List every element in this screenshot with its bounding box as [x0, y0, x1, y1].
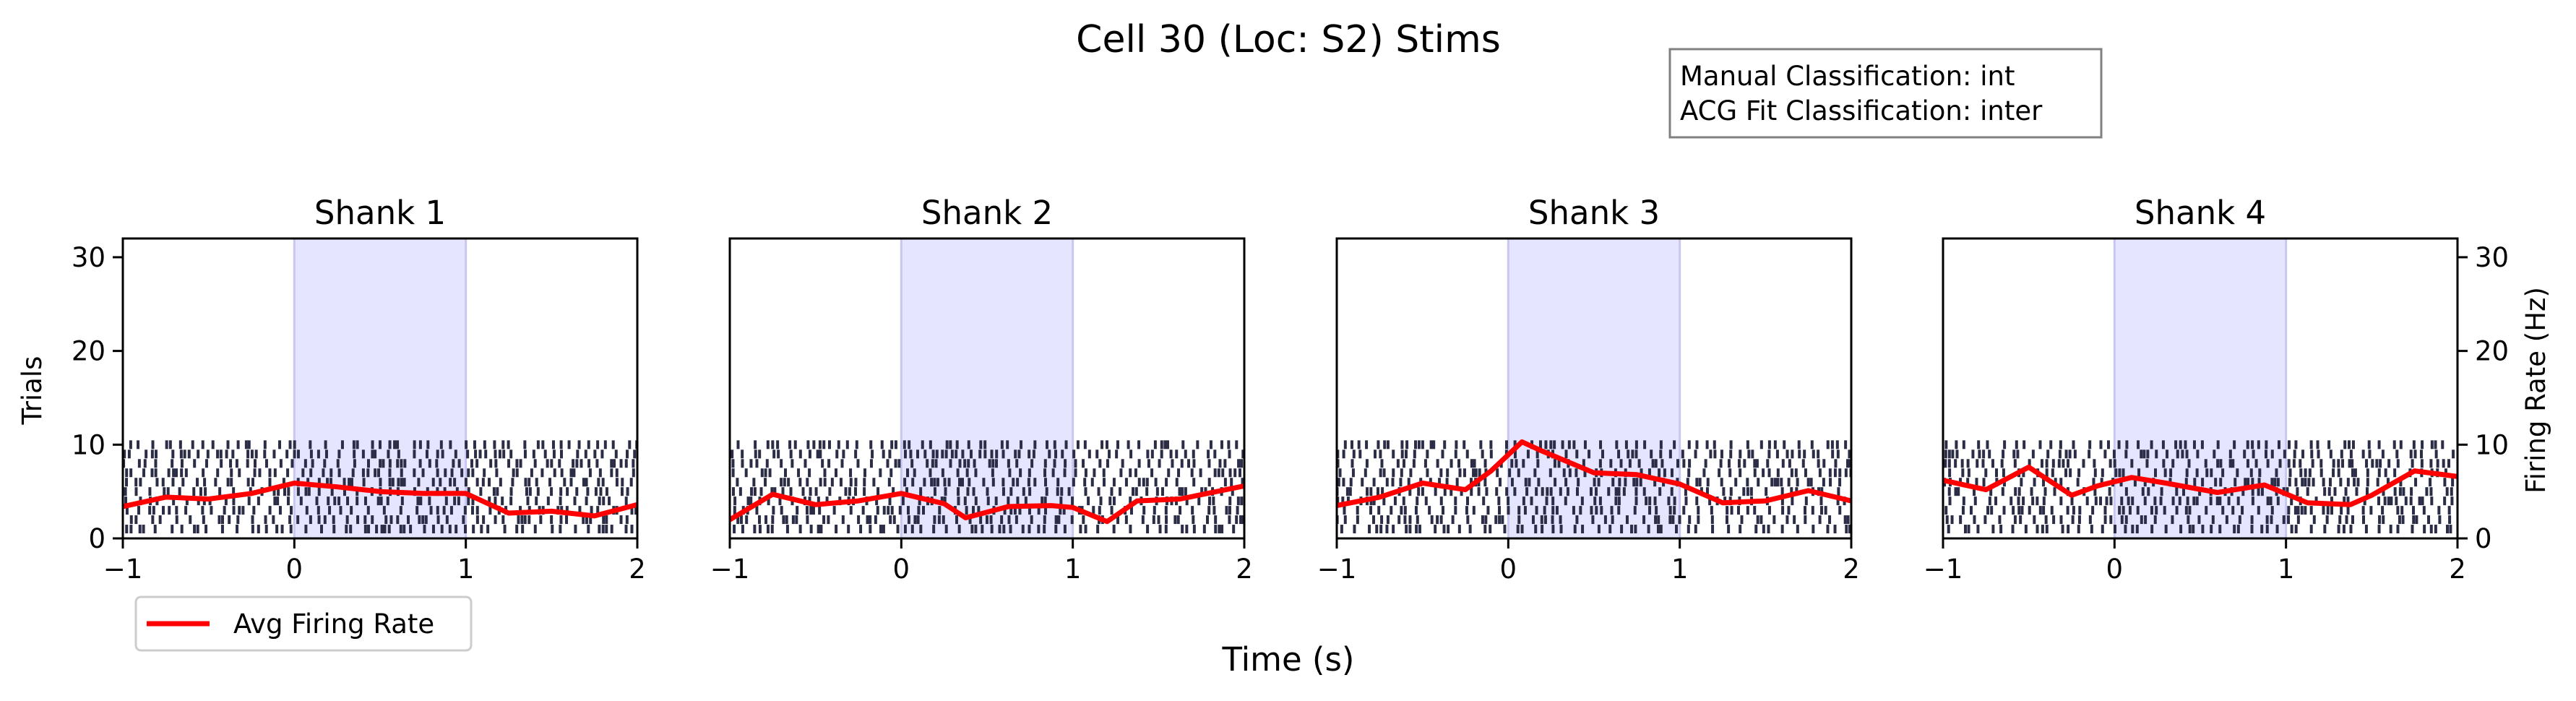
- manual-classification-text: Manual Classification: int: [1680, 61, 2015, 92]
- panel-3: Shank 3 −1 0 1 2: [1317, 194, 1860, 585]
- x-tick-label: 2: [629, 554, 646, 585]
- x-tick-label: 2: [1236, 554, 1253, 585]
- x-tick-label: 1: [457, 554, 475, 585]
- spike-raster: [1335, 440, 1853, 534]
- x-tick-label: −1: [103, 554, 143, 585]
- panel-2: Shank 2 −1 0 1 2: [710, 194, 1253, 585]
- y-tick-label: 0: [88, 523, 105, 554]
- x-tick-label: −1: [710, 554, 750, 585]
- legend: Avg Firing Rate: [134, 595, 473, 652]
- x-axis-label: Time (s): [1222, 640, 1355, 679]
- panel-title: Shank 2: [921, 194, 1053, 232]
- stim-window: [1507, 237, 1681, 540]
- y-tick-label: 10: [2475, 429, 2509, 460]
- firing-rate-line: [1942, 464, 2458, 507]
- panel-title: Shank 4: [2135, 194, 2266, 232]
- figure-title: Cell 30 (Loc: S2) Stims: [1076, 18, 1501, 61]
- y-tick-label: 10: [72, 429, 105, 460]
- x-tick-label: 2: [2449, 554, 2466, 585]
- x-tick-label: 0: [893, 554, 910, 585]
- x-tick-label: 0: [286, 554, 303, 585]
- x-tick-label: 2: [1843, 554, 1860, 585]
- classification-box: Manual Classification: int ACG Fit Class…: [1668, 48, 2103, 139]
- firing-rate-line: [122, 481, 638, 519]
- x-tick-label: 0: [1500, 554, 1517, 585]
- y-tick-label: 30: [72, 242, 105, 273]
- y-tick-label: 20: [72, 336, 105, 367]
- axes-frame: [728, 237, 1246, 540]
- x-tick-label: −1: [1924, 554, 1963, 585]
- firing-rate-line: [728, 483, 1245, 525]
- x-tick-label: 1: [1064, 554, 1082, 585]
- axes-frame: [121, 237, 639, 540]
- panel-title: Shank 3: [1528, 194, 1660, 232]
- y-tick-label: 0: [2475, 523, 2492, 554]
- y-tick-label: 20: [2475, 336, 2509, 367]
- spike-raster: [731, 440, 1245, 534]
- x-tick-label: −1: [1317, 554, 1357, 585]
- axes-frame: [1942, 237, 2459, 540]
- legend-label: Avg Firing Rate: [233, 608, 434, 640]
- y-tick-label: 30: [2475, 242, 2509, 273]
- y-axis-label-right: Firing Rate (Hz): [2520, 287, 2551, 494]
- acg-classification-text: ACG Fit Classification: inter: [1680, 95, 2043, 126]
- axes-frame: [1335, 237, 1853, 540]
- firing-rate-line: [1336, 439, 1852, 509]
- x-tick-label: 0: [2106, 554, 2124, 585]
- y-axis-label-left: Trials: [17, 356, 48, 426]
- x-tick-label: 1: [1671, 554, 1689, 585]
- x-tick-label: 1: [2278, 554, 2295, 585]
- panel-title: Shank 1: [314, 194, 446, 232]
